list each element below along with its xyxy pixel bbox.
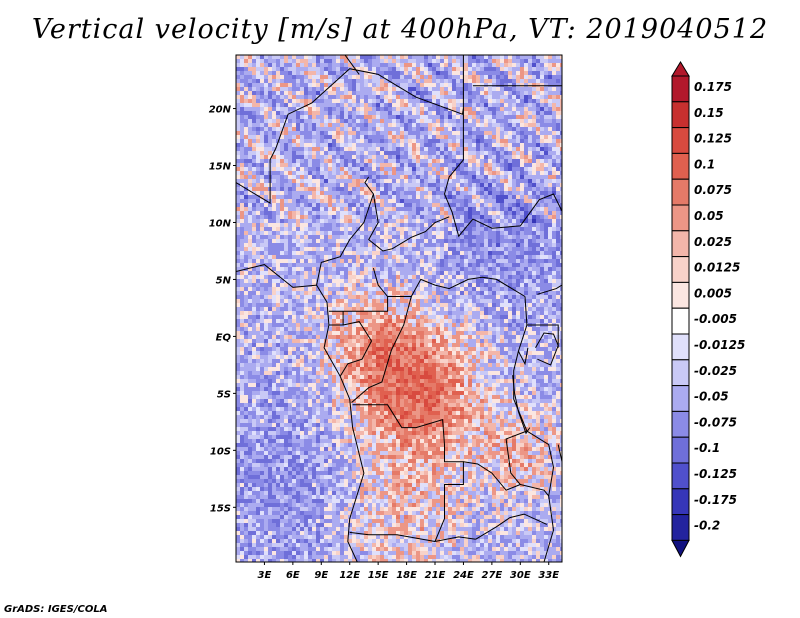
lon-label: 3E — [258, 570, 272, 581]
colorbar-box — [671, 75, 690, 103]
lon-label: 24E — [453, 570, 474, 581]
border-line — [463, 430, 528, 491]
colorbar-box — [671, 281, 690, 309]
lat-label: 15N — [209, 162, 232, 173]
colorbar-label: -0.0125 — [694, 338, 745, 352]
colorbar-label: 0.15 — [694, 106, 724, 120]
lon-label: 27E — [481, 570, 502, 581]
border-line — [387, 276, 526, 297]
colorbar-box — [671, 307, 690, 335]
border-line — [236, 55, 464, 204]
longitude-labels: 3E 6E 9E 12E 15E 18E 21E 24E 27E 30E 33E — [258, 562, 559, 581]
map-frame — [235, 54, 563, 563]
colorbar-label: -0.075 — [694, 415, 737, 429]
map-title: Vertical velocity [m/s] at 400hPa, VT: 2… — [31, 14, 769, 45]
lon-label: 30E — [510, 570, 531, 581]
border-line — [520, 484, 550, 497]
border-line — [316, 176, 374, 286]
colorbar-label: 0.025 — [694, 235, 732, 249]
border-line — [349, 531, 436, 542]
border-line — [537, 284, 562, 295]
border-line — [368, 193, 450, 252]
colorbar-label: 0.125 — [694, 132, 732, 146]
colorbar-box — [671, 333, 690, 361]
colorbar-label: -0.05 — [694, 390, 729, 404]
lat-label: 10S — [210, 446, 231, 457]
grads-credit: GrADS: IGES/COLA — [4, 604, 108, 615]
colorbar-box — [671, 462, 690, 490]
lon-label: 9E — [314, 570, 328, 581]
lat-label: 10N — [209, 218, 232, 229]
lon-label: 12E — [339, 570, 360, 581]
colorbar-box — [671, 436, 690, 464]
colorbar: 0.175 0.15 0.125 0.1 0.075 0.05 0.025 0.0125 0.0… — [671, 61, 745, 558]
colorbar-label: 0.075 — [694, 183, 732, 197]
border-line — [344, 55, 360, 75]
colorbar-box — [671, 178, 690, 206]
country-borders — [236, 55, 562, 562]
colorbar-label: 0.05 — [694, 209, 724, 223]
lon-label: 18E — [396, 570, 417, 581]
border-line — [475, 513, 548, 540]
colorbar-label: -0.125 — [694, 467, 737, 481]
colorbar-label: -0.2 — [694, 519, 720, 533]
border-line — [352, 404, 476, 543]
colorbar-box — [671, 256, 690, 283]
lat-label: 5N — [216, 275, 232, 286]
lon-label: 6E — [286, 570, 300, 581]
colorbar-box — [671, 127, 690, 154]
colorbar-box — [671, 204, 690, 232]
lat-label: 20N — [209, 105, 232, 116]
border-line — [526, 324, 559, 348]
lon-label: 15E — [368, 570, 389, 581]
colorbar-box — [671, 385, 690, 412]
colorbar-label: -0.005 — [694, 312, 737, 326]
colorbar-box — [671, 152, 690, 180]
border-line — [517, 347, 529, 366]
colorbar-label: -0.025 — [694, 364, 737, 378]
colorbar-label: -0.175 — [694, 493, 737, 507]
border-line — [443, 108, 562, 238]
lon-label: 33E — [538, 570, 559, 581]
colorbar-box — [671, 488, 690, 516]
colorbar-box — [671, 514, 690, 541]
colorbar-box — [671, 230, 690, 258]
border-line — [236, 264, 365, 562]
border-line — [512, 375, 531, 435]
colorbar-bottom-arrow — [671, 539, 690, 558]
lat-label: EQ — [216, 332, 232, 343]
lat-label: 5S — [217, 389, 231, 400]
latitude-labels: 20N 15N 10N 5N EQ 5S 10S 15S — [209, 105, 236, 514]
colorbar-label: 0.0125 — [694, 261, 740, 275]
colorbar-box — [671, 359, 690, 387]
border-line — [339, 321, 373, 377]
lon-label: 21E — [425, 570, 446, 581]
colorbar-label: 0.175 — [694, 80, 732, 94]
border-line — [557, 444, 562, 462]
colorbar-label: 0.1 — [694, 157, 715, 171]
border-line — [351, 296, 412, 403]
border-line — [513, 296, 555, 562]
border-line — [535, 332, 559, 366]
colorbar-label: -0.1 — [694, 441, 720, 455]
colorbar-top-arrow — [671, 61, 690, 77]
colorbar-box — [671, 101, 690, 129]
lat-label: 15S — [210, 503, 231, 514]
colorbar-box — [671, 410, 690, 438]
colorbar-label: 0.005 — [694, 286, 732, 300]
